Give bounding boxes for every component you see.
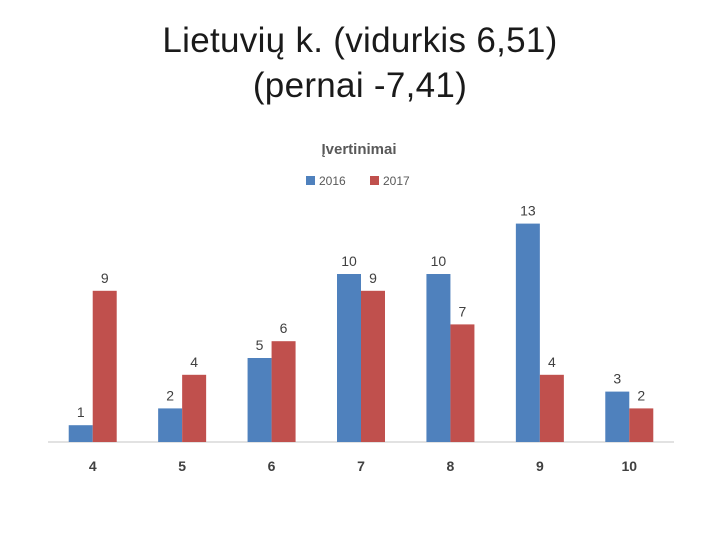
x-tick-label-10: 10	[621, 458, 637, 474]
data-label-2017-4: 9	[101, 270, 109, 286]
data-label-2016-10: 3	[613, 371, 621, 387]
x-tick-label-5: 5	[178, 458, 186, 474]
bar-2017-9	[539, 374, 564, 442]
x-tick-labels-group: 4 5 6 7 8 9 10	[89, 458, 637, 474]
data-label-2017-7: 9	[369, 270, 377, 286]
bar-2017-6	[271, 341, 296, 442]
bar-2017-10	[629, 408, 654, 442]
legend-swatch-2016	[306, 176, 315, 185]
slide-title-line-2: (pernai -7,41)	[252, 66, 468, 105]
slide-title-line-1: Lietuvių k. (vidurkis 6,51)	[162, 21, 558, 60]
data-label-2016-7: 10	[341, 253, 357, 269]
bar-2017-5	[182, 374, 207, 442]
bar-2016-10	[605, 391, 630, 442]
data-label-2017-5: 4	[190, 354, 198, 370]
bar-2016-6	[247, 358, 272, 442]
bar-2016-5	[158, 408, 183, 442]
x-tick-label-9: 9	[536, 458, 544, 474]
data-label-2016-8: 10	[431, 253, 447, 269]
data-label-2016-6: 5	[256, 337, 264, 353]
data-label-2017-8: 7	[459, 303, 467, 319]
bar-2017-7	[361, 290, 385, 442]
data-label-2017-10: 2	[637, 387, 645, 403]
bar-2017-4	[92, 290, 117, 442]
bar-2016-9	[515, 223, 540, 442]
data-label-2016-9: 13	[520, 203, 536, 219]
bar-2016-8	[426, 274, 451, 442]
data-label-2017-6: 6	[280, 320, 288, 336]
data-label-2017-9: 4	[548, 354, 556, 370]
chart-title: Įvertinimai	[321, 141, 396, 158]
x-tick-label-7: 7	[357, 458, 365, 474]
legend-swatch-2017	[370, 176, 379, 185]
bar-2017-8	[450, 324, 475, 442]
x-tick-label-6: 6	[268, 458, 276, 474]
data-label-2016-4: 1	[77, 404, 85, 420]
bars-group	[68, 223, 654, 442]
x-tick-label-8: 8	[447, 458, 455, 474]
slide-title: Lietuvių k. (vidurkis 6,51) (pernai -7,4…	[0, 18, 720, 108]
legend-label-2017: 2017	[383, 174, 410, 188]
x-tick-label-4: 4	[89, 458, 97, 474]
data-label-2016-5: 2	[166, 387, 174, 403]
legend-label-2016: 2016	[319, 174, 346, 188]
bar-2016-7	[337, 274, 361, 442]
chart-legend: 2016 2017	[306, 174, 410, 188]
bar-2016-4	[68, 425, 93, 442]
